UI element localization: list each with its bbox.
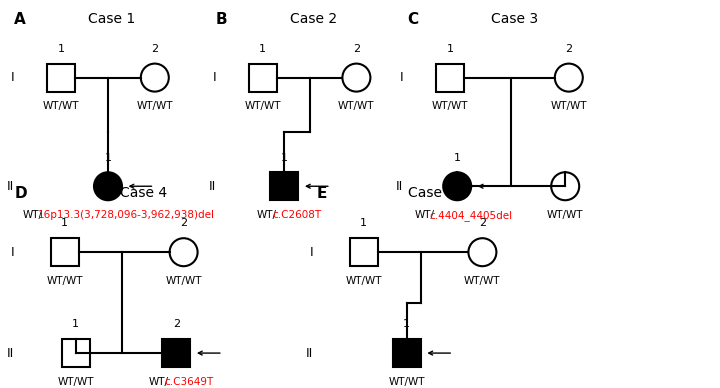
Bar — [249, 64, 276, 92]
Ellipse shape — [469, 238, 496, 266]
Text: WT/WT: WT/WT — [43, 101, 79, 111]
Text: WT/WT: WT/WT — [346, 276, 382, 286]
Text: WT/WT: WT/WT — [464, 276, 500, 286]
Text: WT/: WT/ — [23, 210, 43, 220]
Text: 1: 1 — [72, 319, 79, 329]
Text: II: II — [306, 346, 313, 360]
Ellipse shape — [552, 172, 579, 200]
Text: 16p13.3(3,728,096-3,962,938)del: 16p13.3(3,728,096-3,962,938)del — [38, 210, 215, 220]
Text: c.C2608T: c.C2608T — [272, 210, 321, 220]
Text: WT/WT: WT/WT — [389, 377, 425, 387]
Ellipse shape — [343, 64, 370, 92]
Text: WT/: WT/ — [415, 210, 435, 220]
Text: II: II — [7, 346, 14, 360]
Bar — [48, 64, 75, 92]
Text: II: II — [396, 180, 403, 193]
Text: WT/WT: WT/WT — [166, 276, 202, 286]
Text: I: I — [400, 71, 403, 84]
Text: I: I — [310, 246, 313, 259]
Text: WT/WT: WT/WT — [432, 101, 468, 111]
Text: c.4404_4405del: c.4404_4405del — [430, 210, 513, 221]
Text: 1: 1 — [281, 152, 288, 163]
Bar — [393, 339, 420, 367]
Text: 2: 2 — [565, 44, 572, 54]
Ellipse shape — [141, 64, 168, 92]
Text: E: E — [317, 186, 327, 201]
Text: Case 4: Case 4 — [120, 186, 168, 200]
Text: 1: 1 — [403, 319, 410, 329]
Text: WT/WT: WT/WT — [551, 101, 587, 111]
Text: 2: 2 — [479, 218, 486, 229]
Text: Case 1: Case 1 — [88, 12, 135, 26]
Text: WT/WT: WT/WT — [137, 101, 173, 111]
Bar — [436, 64, 464, 92]
Text: 2: 2 — [180, 218, 187, 229]
Text: I: I — [11, 71, 14, 84]
Text: I: I — [11, 246, 14, 259]
Bar — [62, 339, 89, 367]
Text: 1: 1 — [454, 152, 461, 163]
Text: 1: 1 — [446, 44, 454, 54]
Bar — [350, 238, 377, 266]
Bar — [51, 238, 78, 266]
Text: I: I — [212, 71, 216, 84]
Text: WT/WT: WT/WT — [58, 377, 94, 387]
Text: 1: 1 — [259, 44, 266, 54]
Text: c.C3649T: c.C3649T — [164, 377, 213, 387]
Ellipse shape — [555, 64, 582, 92]
Text: D: D — [14, 186, 27, 201]
Bar — [163, 339, 190, 367]
Text: A: A — [14, 12, 26, 27]
Text: 1: 1 — [104, 152, 112, 163]
Text: Case 5: Case 5 — [408, 186, 456, 200]
Text: 1: 1 — [58, 44, 65, 54]
Text: 2: 2 — [173, 319, 180, 329]
Text: WT/WT: WT/WT — [47, 276, 83, 286]
Ellipse shape — [444, 172, 471, 200]
Text: B: B — [216, 12, 228, 27]
Text: WT/WT: WT/WT — [338, 101, 374, 111]
Bar — [271, 172, 298, 200]
Text: 1: 1 — [360, 218, 367, 229]
Text: Case 2: Case 2 — [289, 12, 337, 26]
Text: WT/WT: WT/WT — [547, 210, 583, 220]
Text: 2: 2 — [151, 44, 158, 54]
Text: C: C — [407, 12, 418, 27]
Ellipse shape — [170, 238, 197, 266]
Text: II: II — [7, 180, 14, 193]
Text: II: II — [209, 180, 216, 193]
Text: WT/: WT/ — [257, 210, 277, 220]
Ellipse shape — [94, 172, 122, 200]
Text: 1: 1 — [61, 218, 68, 229]
Text: WT/WT: WT/WT — [245, 101, 281, 111]
Text: WT/: WT/ — [149, 377, 169, 387]
Text: 2: 2 — [353, 44, 360, 54]
Text: Case 3: Case 3 — [491, 12, 539, 26]
